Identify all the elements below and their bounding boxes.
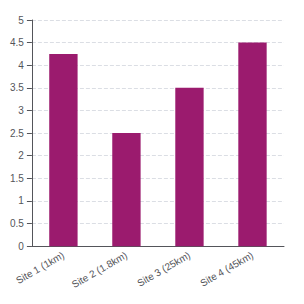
svg-text:4: 4 (18, 60, 24, 71)
svg-text:Site 4 (45km): Site 4 (45km) (198, 249, 255, 288)
svg-text:2: 2 (18, 150, 24, 161)
svg-text:0: 0 (18, 241, 24, 252)
svg-text:5: 5 (18, 15, 24, 26)
svg-text:1.5: 1.5 (10, 173, 24, 184)
svg-text:2.5: 2.5 (10, 128, 24, 139)
svg-text:0.5: 0.5 (10, 218, 24, 229)
svg-text:4.5: 4.5 (10, 37, 24, 48)
svg-text:Site 3 (25km): Site 3 (25km) (135, 249, 192, 288)
svg-text:Site 1 (1km): Site 1 (1km) (14, 249, 66, 285)
svg-text:1: 1 (18, 195, 24, 206)
svg-text:Site 2 (1.8km): Site 2 (1.8km) (70, 249, 129, 290)
svg-text:3: 3 (18, 105, 24, 116)
svg-text:3.5: 3.5 (10, 82, 24, 93)
